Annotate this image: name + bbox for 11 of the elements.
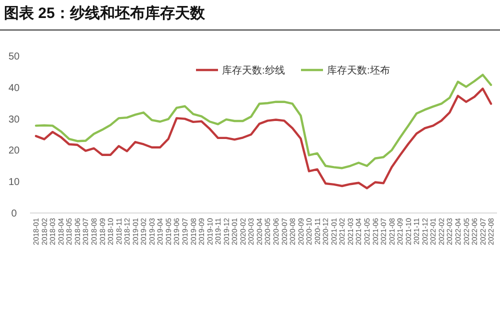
line-series — [34, 74, 492, 170]
legend-label: 库存天数:纱线 — [222, 64, 285, 76]
y-tick-label: 10 — [8, 177, 20, 188]
line-series — [34, 88, 492, 190]
legend-label: 库存天数:坯布 — [327, 64, 390, 76]
y-tick-label: 50 — [8, 52, 20, 62]
y-tick-label: 20 — [8, 146, 20, 157]
y-tick-label: 0 — [11, 208, 18, 220]
y-tick-label: 30 — [8, 114, 20, 126]
chart-title: 图表 25：纱线和坯布库存天数 — [4, 4, 206, 22]
y-tick-label: 40 — [8, 82, 20, 94]
